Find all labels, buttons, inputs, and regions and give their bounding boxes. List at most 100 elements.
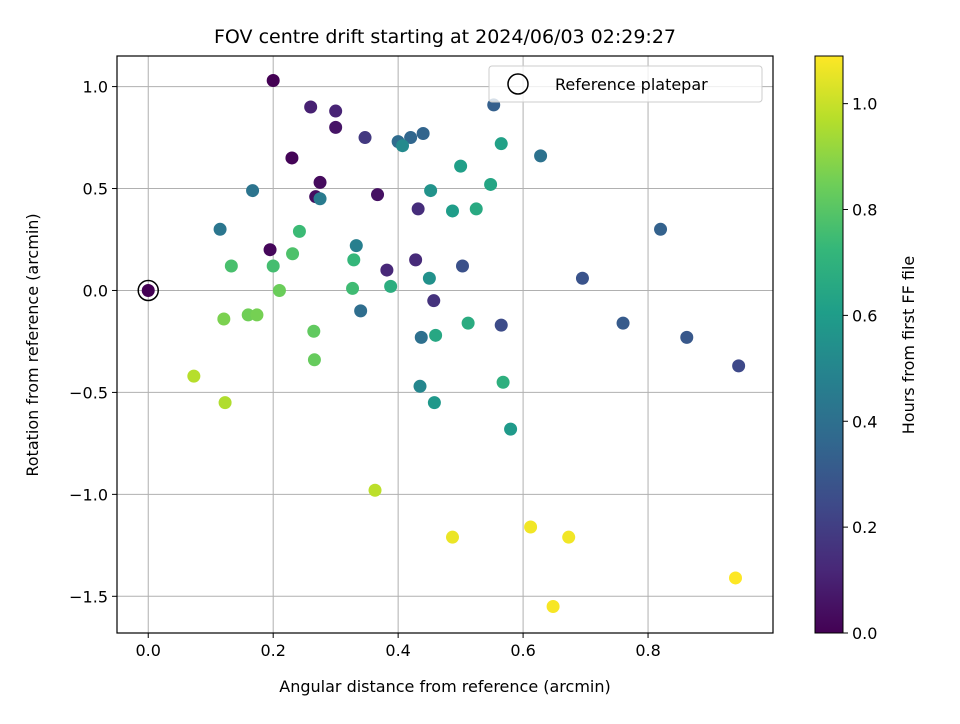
reference-platepar-marker [137,279,159,302]
data-point [461,316,475,330]
data-point [429,328,443,342]
data-point [266,259,280,273]
colorbar-tick-label: 0.4 [852,412,877,431]
data-point [286,247,300,261]
y-axis-ticks: 1.0 0.5 0.0 −0.5 −1.0 −1.5 [69,78,117,606]
data-point [217,312,231,326]
data-point [272,283,286,297]
data-point [285,151,299,165]
data-point [329,104,343,118]
data-point [187,369,201,383]
colorbar-tick-label: 1.0 [852,95,877,114]
y-tick-label: 0.5 [83,180,108,199]
colorbar-tick-label: 0.8 [852,201,877,220]
data-point [411,202,425,216]
data-point [263,243,277,257]
data-point [141,283,155,297]
data-point [494,318,508,332]
x-tick-label: 0.2 [260,641,285,660]
data-point [562,530,576,544]
data-point [534,149,548,163]
data-point [445,204,459,218]
x-tick-label: 0.8 [635,641,660,660]
data-point [292,224,306,238]
x-axis-ticks: 0.0 0.2 0.4 0.6 0.8 [136,633,661,660]
data-point [504,422,518,436]
y-tick-label: 0.0 [83,281,108,300]
grid [117,56,773,633]
data-point [266,73,280,87]
data-point [484,177,498,191]
data-point [304,100,318,114]
data-point [680,330,694,344]
x-tick-label: 0.0 [136,641,161,660]
colorbar-label: Hours from first FF file [899,256,918,435]
data-point [347,253,361,267]
x-tick-label: 0.6 [510,641,535,660]
data-point [732,359,746,373]
data-point [427,396,441,410]
data-point [307,324,321,338]
data-point [368,483,382,497]
data-point [354,304,368,318]
data-point [445,530,459,544]
reference-marker-layer [137,279,159,302]
data-point [313,192,327,206]
x-axis-label: Angular distance from reference (arcmin) [279,677,610,696]
data-point [416,126,430,140]
colorbar-gradient [815,56,843,633]
data-point [384,279,398,293]
colorbar-frame [814,55,844,634]
data-point [654,222,668,236]
data-point [546,599,560,613]
data-point [414,330,428,344]
y-tick-label: −1.5 [69,587,108,606]
data-point [246,184,260,198]
legend: Reference platepar [488,65,763,103]
legend-entry-label: Reference platepar [555,75,708,94]
data-point [224,259,238,273]
plot-frame [116,55,774,634]
data-point [371,188,385,202]
data-point [396,139,410,153]
data-point [380,263,394,277]
data-point [213,222,227,236]
data-point [218,396,232,410]
data-point [575,271,589,285]
data-point [455,259,469,273]
colorbar-tick-label: 0.6 [852,306,877,325]
x-tick-label: 0.4 [385,641,410,660]
legend-box [488,65,763,103]
colorbar-ticks: 0.0 0.2 0.4 0.6 0.8 1.0 [843,95,877,643]
chart-title: FOV centre drift starting at 2024/06/03 … [214,26,676,48]
colorbar: 0.0 0.2 0.4 0.6 0.8 1.0 Hours from first FF f… [814,55,918,643]
colorbar-tick-label: 0.2 [852,518,877,537]
data-point [729,571,743,585]
data-point [404,131,418,145]
y-axis-label: Rotation from reference (arcmin) [23,213,42,476]
data-point [469,202,483,216]
data-point [496,375,510,389]
data-point [616,316,630,330]
y-tick-label: −1.0 [69,485,108,504]
colorbar-tick-label: 0.0 [852,624,877,643]
data-point [250,308,264,322]
data-point [358,131,372,145]
y-tick-label: −0.5 [69,383,108,402]
data-point [422,271,436,285]
data-point [494,137,508,151]
data-point [454,159,468,173]
data-point [307,353,321,367]
data-point [427,294,441,308]
data-point [409,253,423,267]
data-point [524,520,538,534]
y-tick-label: 1.0 [83,78,108,97]
data-point [424,184,438,198]
data-points [141,73,746,613]
data-point [349,239,363,253]
legend-marker-open-circle-icon [507,73,529,95]
data-point [313,175,327,189]
data-point [329,120,343,134]
